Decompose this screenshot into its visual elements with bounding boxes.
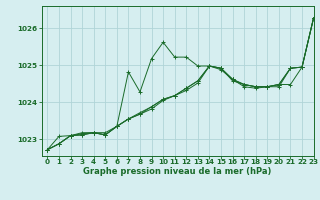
X-axis label: Graphe pression niveau de la mer (hPa): Graphe pression niveau de la mer (hPa) [84, 167, 272, 176]
